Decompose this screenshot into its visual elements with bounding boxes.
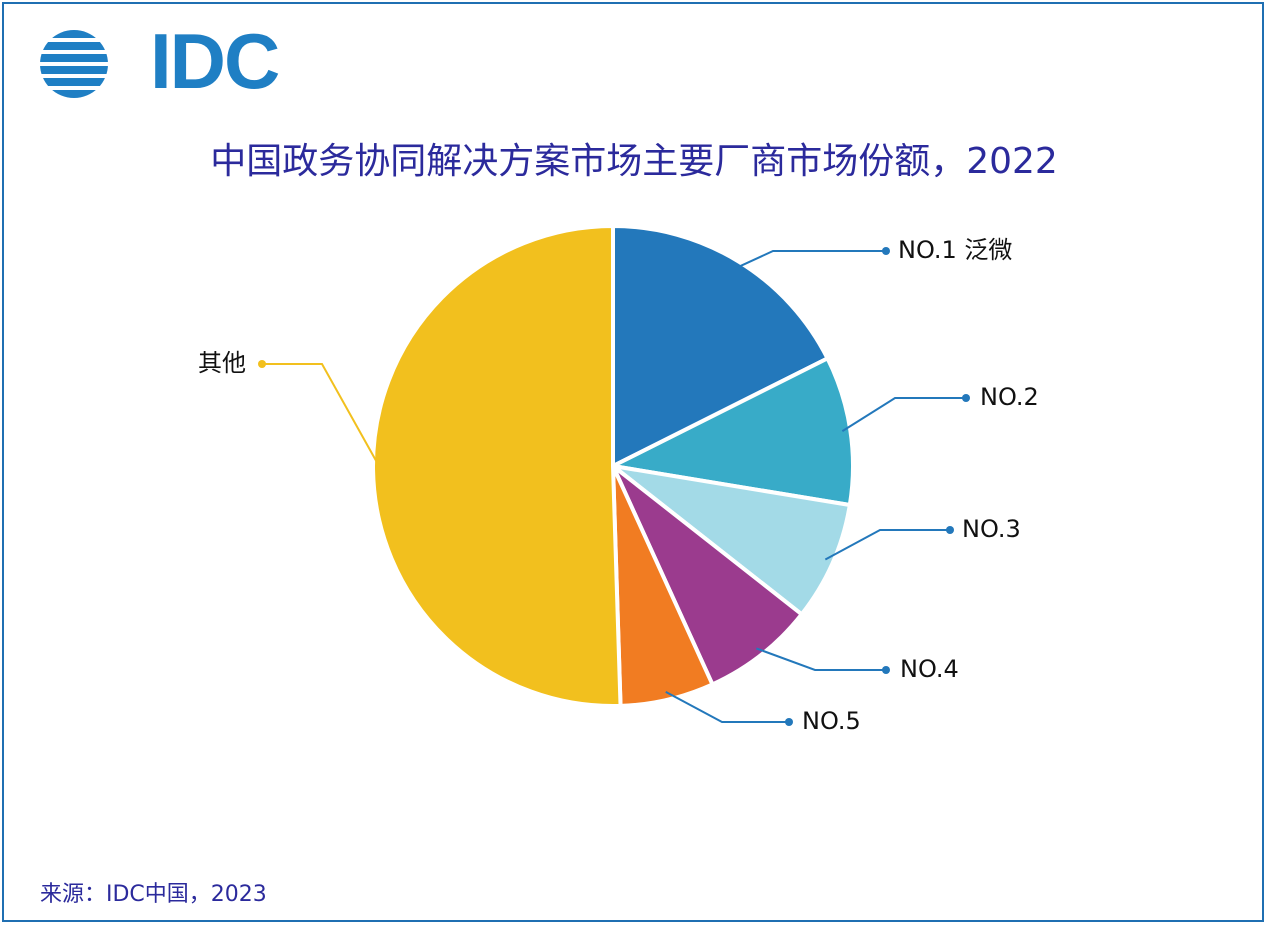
pie-slice-3 [611, 464, 852, 617]
source-note: 来源：IDC中国，2023 [40, 882, 267, 907]
leader-dot-5 [785, 718, 793, 726]
slice-label-6: 其他 [198, 349, 246, 377]
slice-label-5: NO.5 [802, 707, 861, 735]
leader-line-4 [755, 647, 886, 671]
idc-globe-icon [40, 30, 108, 98]
slice-label-3: NO.3 [962, 515, 1021, 543]
pie-slice-6 [371, 224, 623, 708]
slice-label-2: NO.2 [980, 383, 1039, 411]
logo-text: IDC [150, 17, 280, 105]
leader-line-2 [841, 397, 966, 432]
leader-dot-4 [882, 666, 890, 674]
pie-slice-1 [611, 224, 830, 468]
pie-slice-2 [611, 356, 855, 508]
leader-dot-2 [962, 394, 970, 402]
slice-label-1: NO.1 泛微 [898, 236, 1012, 264]
leader-line-5 [665, 691, 789, 723]
leader-line-3 [824, 529, 950, 561]
leader-line-1 [734, 250, 886, 270]
leader-dot-3 [946, 526, 954, 534]
chart-title: 中国政务协同解决方案市场主要厂商市场份额，2022 [210, 141, 1058, 182]
leader-dot-6 [258, 360, 266, 368]
slice-label-4: NO.4 [900, 655, 959, 683]
leader-line-6 [262, 363, 382, 471]
pie-slice-4 [611, 464, 804, 687]
leader-dot-1 [882, 247, 890, 255]
idc-logo: IDC [38, 22, 280, 100]
